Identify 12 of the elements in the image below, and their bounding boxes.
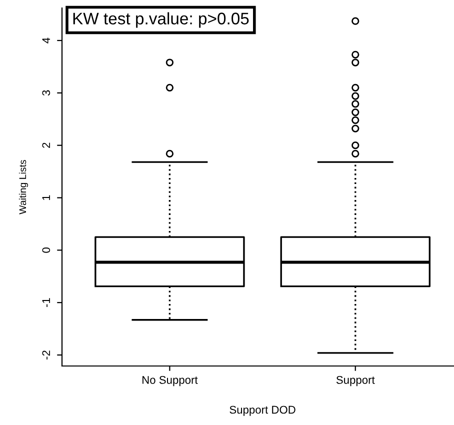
y-tick-label: -2 — [42, 350, 50, 360]
y-tick-label: 2 — [42, 142, 50, 148]
y-axis-title: Waiting Lists — [18, 160, 28, 214]
x-axis-title: Support DOD — [230, 406, 296, 416]
y-tick-label: -1 — [42, 298, 50, 308]
annotation: KW test p.value: p>0.05 — [73, 12, 249, 28]
y-tick-label: 1 — [42, 195, 50, 200]
x-tick-label: No Support — [142, 376, 198, 386]
x-tick-label: Support — [336, 376, 375, 386]
y-tick-label: 0 — [42, 248, 50, 253]
y-tick-label: 4 — [42, 38, 50, 44]
y-tick-label: 3 — [42, 90, 50, 96]
